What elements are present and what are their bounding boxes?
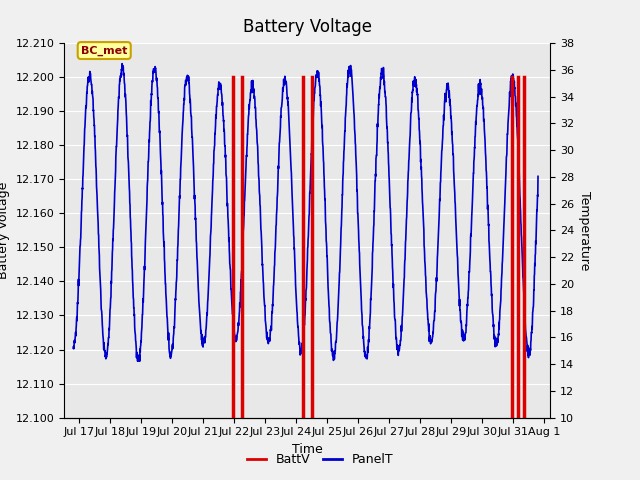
Text: BC_met: BC_met — [81, 46, 127, 56]
X-axis label: Time: Time — [292, 443, 323, 456]
Title: Battery Voltage: Battery Voltage — [243, 18, 372, 36]
Y-axis label: Battery Voltage: Battery Voltage — [0, 182, 10, 279]
Legend: BattV, PanelT: BattV, PanelT — [242, 448, 398, 471]
Y-axis label: Temperature: Temperature — [578, 191, 591, 270]
